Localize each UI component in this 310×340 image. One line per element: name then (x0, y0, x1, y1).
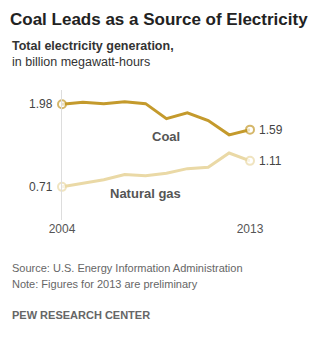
svg-text:PEW RESEARCH CENTER: PEW RESEARCH CENTER (12, 309, 150, 321)
svg-text:Coal Leads as a Source of Elec: Coal Leads as a Source of Electricity (10, 10, 308, 29)
svg-text:in billion megawatt-hours: in billion megawatt-hours (12, 55, 150, 69)
svg-text:Total electricity generation,: Total electricity generation, (12, 39, 174, 53)
svg-text:Note: Figures for 2013 are pre: Note: Figures for 2013 are preliminary (12, 278, 198, 290)
svg-text:Coal: Coal (152, 129, 180, 144)
svg-text:1.11: 1.11 (259, 154, 282, 168)
svg-text:Source: U.S. Energy Informatio: Source: U.S. Energy Information Administ… (12, 262, 243, 274)
svg-text:1.98: 1.98 (29, 97, 53, 111)
svg-text:1.59: 1.59 (259, 123, 283, 137)
svg-text:2004: 2004 (49, 222, 76, 236)
svg-text:0.71: 0.71 (29, 180, 53, 194)
svg-text:Natural gas: Natural gas (110, 186, 181, 201)
svg-text:2013: 2013 (237, 222, 264, 236)
